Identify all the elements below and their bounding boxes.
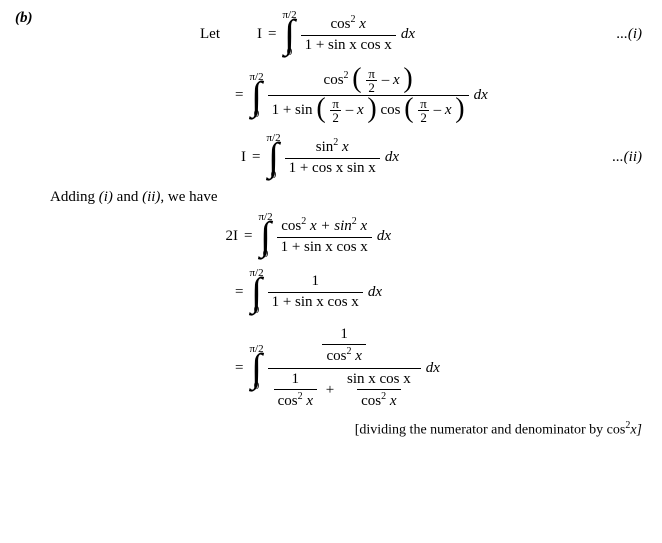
equation-row-4: 2I = π/2 ∫ 0 cos2 x + sin2 x 1 + sin x c… xyxy=(20,212,642,260)
fraction: cos2 x 1 + sin x cos x xyxy=(301,13,396,55)
integral-symbol: π/2 ∫ 0 xyxy=(282,10,296,58)
equation-row-2: = π/2 ∫ 0 cos2 ( π2 – x ) 1 + sin ( π2 –… xyxy=(20,66,642,125)
equals: = xyxy=(235,87,243,104)
equals: = xyxy=(244,228,252,245)
integral-6: π/2 ∫ 0 1 cos2 x 1 cos2 x + sin x cos x … xyxy=(249,324,439,412)
fraction: 1 1 + sin x cos x xyxy=(268,272,363,312)
division-note: [dividing the numerator and denominator … xyxy=(20,420,642,439)
equals: = xyxy=(252,149,260,166)
eq-tag-i: ...(i) xyxy=(617,26,642,43)
equals: = xyxy=(235,284,243,301)
adding-text: Adding (i) and (ii), we have xyxy=(50,189,642,206)
dx: dx xyxy=(474,87,488,104)
dx: dx xyxy=(368,284,382,301)
integral-symbol: π/2 ∫ 0 xyxy=(249,268,263,316)
dx: dx xyxy=(426,360,440,377)
eq-tag-ii: ...(ii) xyxy=(612,149,642,166)
integral-5: π/2 ∫ 0 1 1 + sin x cos x dx xyxy=(249,268,382,316)
lhs-2I: 2I xyxy=(210,228,238,245)
equation-row-5: = π/2 ∫ 0 1 1 + sin x cos x dx xyxy=(20,268,642,316)
integral-symbol: π/2 ∫ 0 xyxy=(266,133,280,181)
fraction: cos2 ( π2 – x ) 1 + sin ( π2 – x ) cos (… xyxy=(268,66,469,125)
integral-3: π/2 ∫ 0 sin2 x 1 + cos x sin x dx xyxy=(266,133,399,181)
integral-symbol: π/2 ∫ 0 xyxy=(249,72,263,120)
integral-4: π/2 ∫ 0 cos2 x + sin2 x 1 + sin x cos x … xyxy=(258,212,391,260)
compound-fraction: 1 cos2 x 1 cos2 x + sin x cos x cos2 x xyxy=(268,324,421,412)
integral-2: π/2 ∫ 0 cos2 ( π2 – x ) 1 + sin ( π2 – x… xyxy=(249,66,487,125)
dx: dx xyxy=(385,149,399,166)
fraction: cos2 x + sin2 x 1 + sin x cos x xyxy=(277,215,372,257)
part-label: (b) xyxy=(15,10,33,27)
let-text: Let xyxy=(200,26,220,43)
equation-row-3: I = π/2 ∫ 0 sin2 x 1 + cos x sin x dx ..… xyxy=(20,133,642,181)
integral-symbol: π/2 ∫ 0 xyxy=(258,212,272,260)
equals: = xyxy=(235,360,243,377)
integral-symbol: π/2 ∫ 0 xyxy=(249,344,263,392)
equals: = xyxy=(268,26,276,43)
equation-row-6: = π/2 ∫ 0 1 cos2 x 1 cos2 x + sin x cos xyxy=(20,324,642,412)
fraction: sin2 x 1 + cos x sin x xyxy=(285,136,380,178)
lhs-I: I xyxy=(234,26,262,43)
dx: dx xyxy=(401,26,415,43)
lhs-I: I xyxy=(218,149,246,166)
dx: dx xyxy=(377,228,391,245)
equation-row-1: (b) Let I = π/2 ∫ 0 cos2 x 1 + sin x cos… xyxy=(20,10,642,58)
integral-1: π/2 ∫ 0 cos2 x 1 + sin x cos x dx xyxy=(282,10,415,58)
